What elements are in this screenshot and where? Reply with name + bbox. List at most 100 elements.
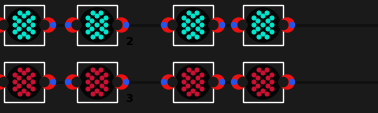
Circle shape (161, 23, 166, 28)
Text: 3: 3 (125, 93, 133, 103)
Circle shape (261, 89, 265, 93)
Circle shape (17, 20, 21, 24)
Circle shape (209, 21, 218, 30)
Bar (77, 6, 117, 46)
Circle shape (113, 78, 122, 87)
Bar (173, 6, 213, 46)
Circle shape (196, 20, 200, 24)
Circle shape (187, 36, 191, 39)
Circle shape (99, 12, 103, 16)
Circle shape (265, 12, 269, 16)
Circle shape (266, 84, 270, 88)
Circle shape (257, 92, 261, 96)
Circle shape (261, 15, 265, 19)
Circle shape (18, 36, 22, 39)
Circle shape (0, 75, 7, 89)
Circle shape (186, 28, 190, 32)
Circle shape (99, 92, 103, 96)
Circle shape (104, 74, 108, 77)
Circle shape (99, 69, 103, 72)
Circle shape (95, 15, 99, 19)
Circle shape (13, 87, 17, 91)
Circle shape (280, 19, 294, 33)
Circle shape (209, 78, 218, 87)
Circle shape (95, 33, 99, 36)
Circle shape (91, 36, 95, 39)
Circle shape (252, 17, 256, 21)
Circle shape (22, 33, 26, 36)
Circle shape (182, 24, 186, 28)
Circle shape (22, 89, 26, 93)
Circle shape (31, 80, 35, 84)
Circle shape (7, 65, 41, 99)
Circle shape (186, 84, 190, 88)
Circle shape (7, 9, 41, 43)
Bar (243, 62, 283, 102)
Circle shape (256, 28, 260, 32)
Circle shape (266, 28, 270, 32)
Circle shape (26, 36, 30, 39)
Circle shape (72, 78, 81, 87)
Circle shape (13, 17, 17, 21)
Circle shape (27, 28, 31, 32)
Bar (77, 62, 117, 102)
Circle shape (31, 74, 35, 77)
Circle shape (100, 84, 104, 88)
Circle shape (290, 80, 294, 85)
Circle shape (256, 77, 260, 80)
Circle shape (231, 23, 236, 28)
Circle shape (104, 31, 108, 34)
Circle shape (100, 28, 104, 32)
Circle shape (80, 65, 114, 99)
Circle shape (182, 80, 186, 84)
Circle shape (200, 17, 204, 21)
Circle shape (104, 87, 108, 91)
Circle shape (162, 75, 176, 89)
Circle shape (186, 20, 190, 24)
Circle shape (86, 31, 90, 34)
Circle shape (182, 31, 186, 34)
Circle shape (270, 17, 274, 21)
Circle shape (200, 31, 204, 34)
Circle shape (182, 74, 186, 77)
Bar (4, 62, 44, 102)
Circle shape (27, 77, 31, 80)
Bar (4, 6, 44, 46)
Circle shape (26, 69, 30, 72)
Circle shape (31, 31, 35, 34)
Circle shape (100, 20, 104, 24)
Circle shape (196, 28, 200, 32)
Circle shape (232, 75, 246, 89)
Circle shape (27, 20, 31, 24)
Circle shape (252, 24, 256, 28)
Circle shape (65, 80, 70, 85)
Circle shape (200, 24, 204, 28)
Circle shape (100, 77, 104, 80)
Circle shape (261, 24, 265, 28)
Circle shape (261, 72, 265, 75)
Circle shape (187, 92, 191, 96)
Circle shape (270, 24, 274, 28)
Circle shape (114, 19, 128, 33)
Circle shape (17, 28, 21, 32)
Circle shape (195, 69, 199, 72)
Circle shape (270, 80, 274, 84)
Circle shape (91, 92, 95, 96)
Circle shape (99, 36, 103, 39)
Circle shape (86, 24, 90, 28)
Circle shape (104, 24, 108, 28)
Circle shape (17, 77, 21, 80)
Circle shape (90, 77, 94, 80)
Circle shape (95, 89, 99, 93)
Circle shape (18, 12, 22, 16)
Circle shape (162, 19, 176, 33)
Circle shape (270, 74, 274, 77)
Circle shape (270, 31, 274, 34)
Circle shape (113, 21, 122, 30)
Circle shape (252, 80, 256, 84)
Circle shape (66, 19, 80, 33)
Circle shape (41, 75, 55, 89)
Circle shape (257, 12, 261, 16)
Circle shape (22, 15, 26, 19)
Circle shape (266, 20, 270, 24)
